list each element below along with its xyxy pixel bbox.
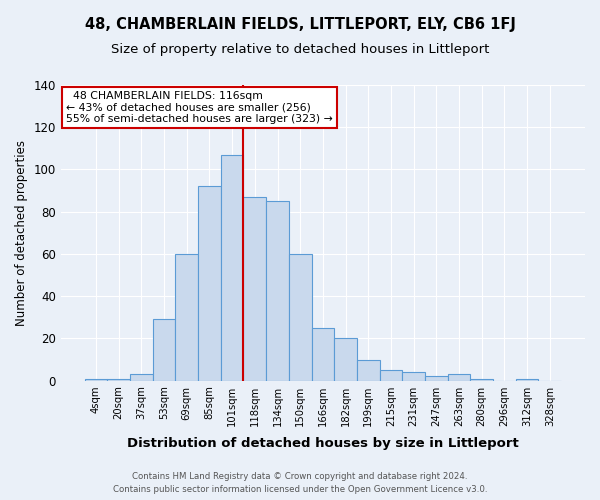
- Bar: [357, 360, 380, 380]
- Bar: [175, 254, 198, 380]
- Bar: [311, 328, 334, 380]
- Bar: [448, 374, 470, 380]
- Bar: [130, 374, 152, 380]
- Text: Size of property relative to detached houses in Littleport: Size of property relative to detached ho…: [111, 42, 489, 56]
- Text: Contains HM Land Registry data © Crown copyright and database right 2024.: Contains HM Land Registry data © Crown c…: [132, 472, 468, 481]
- Bar: [403, 372, 425, 380]
- Bar: [289, 254, 311, 380]
- Bar: [470, 378, 493, 380]
- Bar: [221, 154, 244, 380]
- X-axis label: Distribution of detached houses by size in Littleport: Distribution of detached houses by size …: [127, 437, 519, 450]
- Bar: [107, 378, 130, 380]
- Bar: [198, 186, 221, 380]
- Bar: [152, 320, 175, 380]
- Bar: [334, 338, 357, 380]
- Text: Contains public sector information licensed under the Open Government Licence v3: Contains public sector information licen…: [113, 485, 487, 494]
- Bar: [425, 376, 448, 380]
- Bar: [85, 378, 107, 380]
- Y-axis label: Number of detached properties: Number of detached properties: [15, 140, 28, 326]
- Bar: [244, 197, 266, 380]
- Text: 48 CHAMBERLAIN FIELDS: 116sqm  
← 43% of detached houses are smaller (256)
55% o: 48 CHAMBERLAIN FIELDS: 116sqm ← 43% of d…: [66, 91, 333, 124]
- Bar: [380, 370, 403, 380]
- Bar: [516, 378, 538, 380]
- Text: 48, CHAMBERLAIN FIELDS, LITTLEPORT, ELY, CB6 1FJ: 48, CHAMBERLAIN FIELDS, LITTLEPORT, ELY,…: [85, 18, 515, 32]
- Bar: [266, 201, 289, 380]
